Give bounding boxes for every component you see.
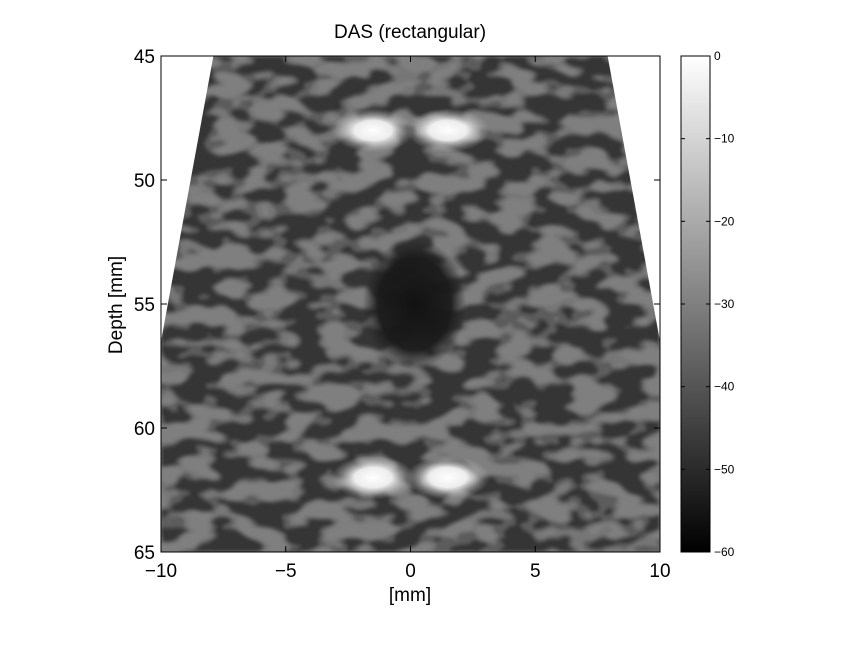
x-tick-label: −10 [145, 561, 177, 582]
bright-target [331, 108, 416, 153]
bright-target [331, 455, 416, 500]
chart-title: DAS (rectangular) [334, 22, 486, 43]
x-tick-label: 5 [530, 561, 541, 582]
colorbar-tick-label: −20 [714, 214, 735, 228]
anechoic-cyst [362, 238, 467, 370]
bright-target [405, 108, 490, 153]
colorbar-tick-label: −30 [714, 297, 735, 311]
y-tick-label: 65 [134, 543, 155, 564]
colorbar-tick-label: −60 [714, 545, 735, 559]
x-axis: −10 −5 0 5 10 [145, 56, 671, 582]
y-axis: 45 50 55 60 65 [134, 47, 660, 564]
colorbar-gradient [680, 55, 711, 553]
beamformed-image [161, 56, 660, 552]
colorbar: 0 −10 −20 −30 −40 −50 −60 [680, 49, 735, 559]
x-tick-label: 0 [405, 561, 416, 582]
colorbar-tick-label: 0 [714, 49, 721, 63]
bright-target [405, 455, 490, 500]
y-tick-label: 50 [134, 171, 155, 192]
colorbar-tick-label: −10 [714, 132, 735, 146]
plot-area: −10 −5 0 5 10 45 50 55 60 65 [134, 47, 671, 582]
y-tick-label: 45 [134, 47, 155, 68]
y-tick-label: 55 [134, 295, 155, 316]
x-tick-label: −5 [275, 561, 297, 582]
colorbar-tick-label: −50 [714, 462, 735, 476]
x-tick-label: 10 [649, 561, 670, 582]
x-axis-label: [mm] [389, 585, 431, 606]
y-tick-label: 60 [134, 419, 155, 440]
y-axis-label: Depth [mm] [106, 256, 127, 354]
colorbar-tick-label: −40 [714, 380, 735, 394]
